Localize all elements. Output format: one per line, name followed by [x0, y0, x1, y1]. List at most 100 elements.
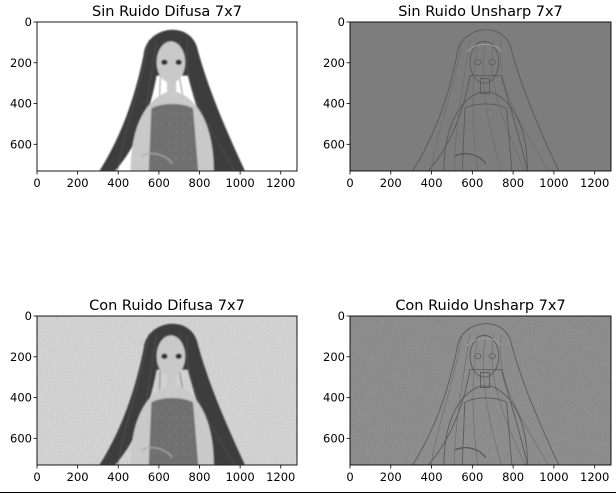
y-tick-label: 0: [25, 309, 32, 323]
x-tick-label: 0: [346, 470, 353, 484]
dress-texture: [175, 149, 178, 151]
hand-shape: [454, 153, 487, 164]
y-tick-label: 200: [323, 350, 345, 364]
image-area: [37, 316, 297, 465]
hair-strand: [117, 39, 150, 171]
axes-frame: [349, 21, 612, 172]
dress-texture: [182, 434, 185, 436]
eye-shape: [488, 353, 496, 360]
dress-texture: [189, 425, 192, 427]
dress-texture: [175, 407, 178, 410]
dress-texture: [154, 158, 156, 160]
x-tick-label: 1200: [266, 176, 295, 190]
hair-strand: [186, 39, 235, 171]
y-tick-label: 400: [323, 97, 345, 111]
dress-texture: [154, 113, 156, 116]
dress-texture: [189, 113, 192, 116]
dress-texture: [175, 122, 178, 125]
eye-shape: [161, 59, 168, 65]
hair-strand: [472, 39, 479, 171]
edge-highlight: [467, 44, 502, 53]
face-shape: [156, 335, 186, 378]
dress-texture: [175, 452, 178, 454]
x-tick-label: 800: [502, 176, 524, 190]
dress-texture: [182, 122, 185, 125]
dress-texture: [182, 452, 185, 454]
x-tick-label: 400: [107, 470, 129, 484]
dress-texture: [182, 140, 185, 142]
y-tick-label: 400: [10, 391, 32, 405]
image-background: [350, 22, 611, 171]
hair-shape: [412, 323, 560, 465]
y-tick-label: 0: [338, 15, 345, 29]
x-tick-label: 800: [502, 470, 524, 484]
image-area: [37, 22, 297, 171]
dress-texture: [168, 122, 171, 125]
dress-texture: [168, 407, 171, 410]
y-tick-label: 0: [338, 309, 345, 323]
neck-shape: [167, 78, 177, 94]
axes-frame: [36, 21, 298, 172]
neck-shape: [167, 372, 177, 388]
portrait-figure: [99, 29, 246, 171]
dress-texture: [182, 407, 185, 410]
dress-texture: [182, 425, 185, 427]
image-area: [350, 316, 611, 465]
x-tick-label: 600: [148, 176, 170, 190]
dress-texture: [154, 140, 156, 142]
neck-shape: [480, 372, 491, 388]
dress-texture: [182, 443, 185, 445]
eye-shape: [488, 59, 496, 66]
y-tick-label: 600: [10, 431, 32, 445]
eye-shape: [474, 353, 482, 360]
shoulders-shape: [443, 385, 528, 465]
hair-strand: [483, 333, 502, 465]
x-tick-label: 1200: [580, 176, 609, 190]
subplot-title: Con Ruido Difusa 7x7: [89, 298, 245, 314]
hair-strand: [430, 333, 463, 465]
face-shape: [469, 334, 500, 378]
hair-strand: [483, 39, 502, 171]
subplot-1: Sin Ruido Difusa 7x7 0 200 400 600 800 1000 120…: [10, 4, 298, 190]
dress-texture: [189, 140, 192, 142]
dress-texture: [154, 443, 156, 445]
dress-texture: [154, 434, 156, 436]
hand-shape: [140, 447, 173, 458]
hair-strand: [499, 39, 549, 171]
y-tick-label: 400: [10, 97, 32, 111]
eye-shape: [474, 59, 482, 66]
x-tick-label: 1200: [580, 470, 609, 484]
hair-strand: [491, 39, 526, 171]
portrait-figure: [412, 29, 560, 171]
dress-texture: [189, 131, 192, 133]
dress-texture: [161, 425, 164, 427]
dress-texture: [161, 131, 164, 133]
image-area: [350, 22, 611, 171]
y-tick-label: 600: [323, 431, 345, 445]
dress-texture: [154, 149, 156, 151]
x-tick-label: 200: [67, 470, 89, 484]
dress-texture: [154, 425, 156, 427]
x-tick-label: 600: [461, 176, 483, 190]
image-noise: [350, 316, 611, 465]
subplot-4: Con Ruido Unsharp 7x7 0 200 400 600 800 1000 12…: [323, 298, 612, 484]
dress-texture: [182, 131, 185, 133]
dress-texture: [182, 416, 185, 419]
hair-strand: [117, 333, 150, 465]
axes-frame: [36, 315, 298, 466]
hair-strand: [430, 39, 463, 171]
dress-texture: [175, 140, 178, 142]
dress-texture: [154, 452, 156, 454]
x-tick-label: 200: [67, 176, 89, 190]
axes-frame: [349, 315, 612, 466]
x-tick-label: 0: [346, 176, 353, 190]
x-tick-label: 1200: [266, 470, 295, 484]
y-tick-label: 600: [10, 137, 32, 151]
dress-texture: [161, 113, 164, 116]
hair-strand: [491, 333, 526, 465]
x-tick-label: 800: [189, 470, 211, 484]
x-tick-label: 400: [421, 470, 443, 484]
dress-texture: [175, 425, 178, 427]
eye-shape: [161, 353, 168, 359]
dress-texture: [182, 149, 185, 151]
